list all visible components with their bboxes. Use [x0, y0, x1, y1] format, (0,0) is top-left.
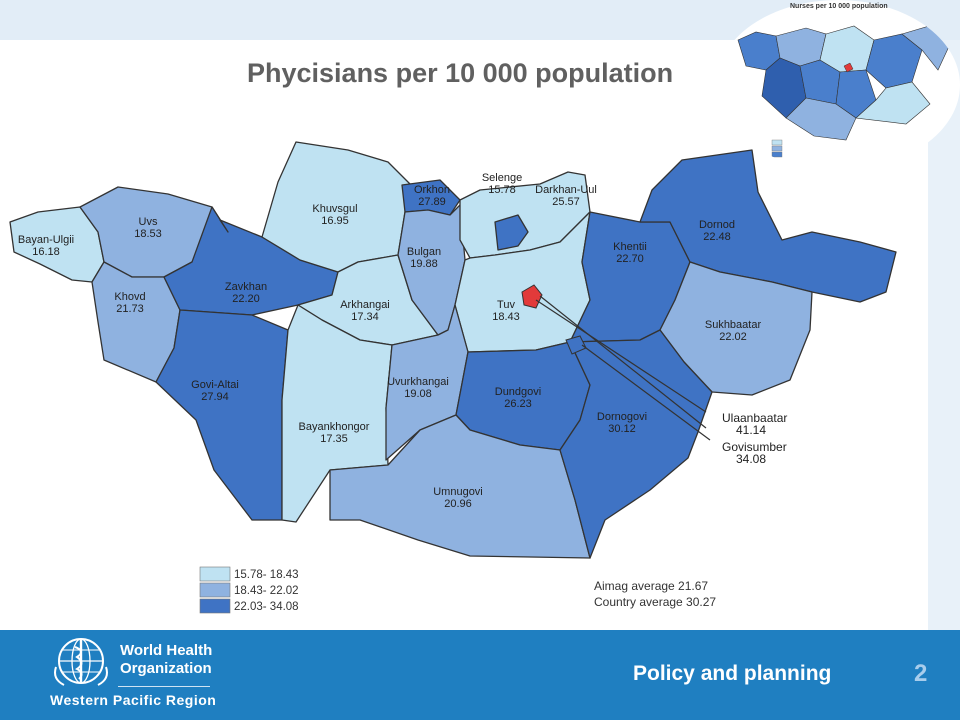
legend-swatch-mid	[199, 582, 231, 598]
region-value-uvs: 18.53	[134, 228, 162, 240]
region-name-uvurkhangai: Uvurkhangai	[387, 376, 449, 388]
region-value-dundgovi: 26.23	[504, 398, 532, 410]
who-name-line2: Organization	[120, 660, 212, 677]
legend-label-mid: 18.43- 22.02	[234, 585, 299, 597]
region-value-zavkhan: 22.20	[232, 293, 260, 305]
region-value-govi-altai: 27.94	[201, 391, 229, 403]
region-name-dornogovi: Dornogovi	[597, 411, 647, 423]
inset-legend-high	[771, 151, 783, 158]
legend-swatch-high	[199, 598, 231, 614]
region-name-dundgovi: Dundgovi	[495, 386, 541, 398]
region-name-bayankhongor: Bayankhongor	[299, 421, 370, 433]
region-name-khuvsgul: Khuvsgul	[312, 203, 357, 215]
callout-name-ulaanbaatar: Ulaanbaatar	[722, 411, 787, 425]
callout-value-ulaanbaatar: 41.14	[736, 423, 766, 437]
region-name-bayan-ulgii: Bayan-Ulgii	[18, 234, 74, 246]
region-name-zavkhan: Zavkhan	[225, 281, 267, 293]
callout-value-govisumber: 34.08	[736, 452, 766, 466]
who-divider	[118, 686, 210, 687]
callout-name-govisumber: Govisumber	[722, 440, 787, 454]
govisumber-leader-line-b	[581, 344, 711, 441]
region-name-khovd: Khovd	[114, 291, 145, 303]
average-note-1: Country average 30.27	[594, 595, 716, 609]
inset-map-drawing	[737, 23, 953, 158]
region-value-bayankhongor: 17.35	[320, 433, 348, 445]
inset-region-6	[785, 97, 857, 141]
region-value-khovd: 21.73	[116, 303, 144, 315]
region-value-tuv: 18.43	[492, 311, 520, 323]
who-name-line1: World Health	[120, 642, 213, 659]
who-region: Western Pacific Region	[50, 692, 217, 708]
region-name-darkhan-uul: Darkhan-Uul	[535, 184, 597, 196]
region-darkhan-uul	[494, 214, 529, 251]
region-value-selenge: 15.78	[488, 184, 516, 196]
footer-bar	[0, 630, 960, 720]
govisumber-leader-line-a	[539, 295, 707, 429]
region-value-bulgan: 19.88	[410, 258, 438, 270]
inset-legend-low	[771, 139, 783, 146]
region-name-uvs: Uvs	[139, 216, 158, 228]
region-name-umnugovi: Umnugovi	[433, 486, 483, 498]
inset-legend-mid	[771, 145, 783, 152]
region-value-umnugovi: 20.96	[444, 498, 472, 510]
region-value-khentii: 22.70	[616, 253, 644, 265]
map-title: Phycisians per 10 000 population	[247, 58, 674, 88]
region-name-bulgan: Bulgan	[407, 246, 441, 258]
region-value-arkhangai: 17.34	[351, 311, 379, 323]
average-note-0: Aimag average 21.67	[594, 579, 708, 593]
region-value-dornod: 22.48	[703, 231, 731, 243]
legend-label-low: 15.78- 18.43	[234, 569, 299, 581]
region-name-khentii: Khentii	[613, 241, 647, 253]
who-name: World Health Organization	[120, 642, 212, 678]
slide-right-strip	[928, 40, 960, 630]
region-value-khuvsgul: 16.95	[321, 215, 349, 227]
inset-title: Nurses per 10 000 population	[790, 3, 888, 10]
region-value-bayan-ulgii: 16.18	[32, 246, 60, 258]
ulaanbaatar-leader-line	[535, 299, 707, 413]
region-name-tuv: Tuv	[497, 299, 515, 311]
legend-label-high: 22.03- 34.08	[234, 601, 299, 613]
region-value-dornogovi: 30.12	[608, 423, 636, 435]
nurses-inset-map	[716, 0, 960, 170]
region-name-selenge: Selenge	[482, 172, 522, 184]
region-name-govi-altai: Govi-Altai	[191, 379, 239, 391]
region-name-orkhon: Orkhon	[414, 184, 450, 196]
inset-region-8	[855, 81, 931, 125]
footer-section-title: Policy and planning	[633, 662, 832, 685]
inset-capital-marker	[843, 62, 854, 73]
region-sukhbaatar	[659, 261, 813, 396]
region-dornogovi	[559, 329, 713, 559]
region-value-orkhon: 27.89	[418, 196, 446, 208]
region-value-sukhbaatar: 22.02	[719, 331, 747, 343]
region-govi-altai	[155, 309, 289, 521]
region-name-sukhbaatar: Sukhbaatar	[705, 319, 762, 331]
region-name-dornod: Dornod	[699, 219, 735, 231]
region-value-uvurkhangai: 19.08	[404, 388, 432, 400]
legend-swatch-low	[199, 566, 231, 582]
region-name-arkhangai: Arkhangai	[340, 299, 390, 311]
region-value-darkhan-uul: 25.57	[552, 196, 580, 208]
who-emblem-icon	[54, 638, 108, 686]
page-number: 2	[914, 660, 928, 687]
